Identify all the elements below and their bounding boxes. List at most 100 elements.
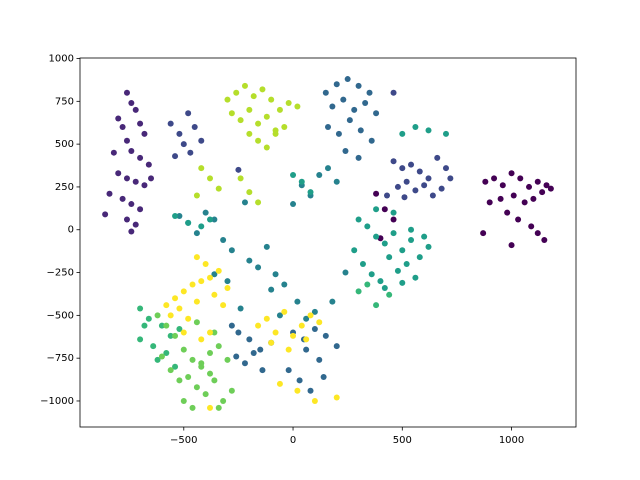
point [442,165,449,172]
point [145,161,152,168]
point [412,187,419,194]
point [207,350,214,357]
point [316,319,323,326]
y-tick-label: −1000 [40,396,74,407]
point [137,154,144,161]
point [189,404,196,411]
point [329,103,336,110]
point [320,374,327,381]
point [257,346,264,353]
point [442,130,449,137]
point [303,315,310,322]
point [539,189,546,196]
point [268,286,275,293]
point [263,243,270,250]
point [115,170,122,177]
point [180,288,187,295]
point [172,213,179,220]
point [141,130,148,137]
point [215,404,222,411]
point [228,322,235,329]
point [128,100,135,107]
point [359,260,366,267]
point [263,113,270,120]
point [233,89,240,96]
point [412,124,419,131]
point [198,137,205,144]
point [128,147,135,154]
point [296,377,303,384]
point [351,247,358,254]
point [438,185,445,192]
point [521,199,528,206]
point [180,141,187,148]
point [176,305,183,312]
point [193,192,200,199]
point [346,117,353,124]
point [163,302,170,309]
point [154,312,161,319]
point [246,257,253,264]
point [311,326,318,333]
point [307,387,314,394]
point [207,216,214,223]
point [517,175,524,182]
point [137,206,144,213]
point [198,336,205,343]
point [322,332,329,339]
point [255,199,262,206]
point [355,216,362,223]
point [307,312,314,319]
point [311,397,318,404]
y-tick-label: −500 [47,310,74,321]
point [233,353,240,360]
point [202,391,209,398]
point [123,137,130,144]
point [268,96,275,103]
point [259,367,266,374]
point [543,182,550,189]
point [268,339,275,346]
point [408,226,415,233]
point [290,201,297,208]
point [355,154,362,161]
y-tick-label: −250 [47,268,74,279]
point [307,189,314,196]
point [132,106,139,113]
point [172,153,179,160]
point [534,230,541,237]
point [198,278,205,285]
point [294,387,301,394]
point [285,100,292,107]
point [128,201,135,208]
plot-area [102,76,554,411]
point [132,221,139,228]
point [528,223,535,230]
point [399,247,406,254]
point [250,350,257,357]
point [362,100,369,107]
point [255,120,262,127]
point [198,360,205,367]
point [180,397,187,404]
point [285,346,292,353]
point [193,319,200,326]
point [368,271,375,278]
point [123,89,130,96]
point [366,89,373,96]
point [141,182,148,189]
point [207,370,214,377]
point [381,284,388,291]
point [499,182,506,189]
point [403,260,410,267]
point [207,274,214,281]
x-tick-label: 1000 [499,435,524,446]
point [172,295,179,302]
point [425,243,432,250]
point [167,120,174,127]
point [497,195,504,202]
point [167,332,174,339]
point [235,166,242,173]
point [246,130,253,137]
point [202,209,209,216]
